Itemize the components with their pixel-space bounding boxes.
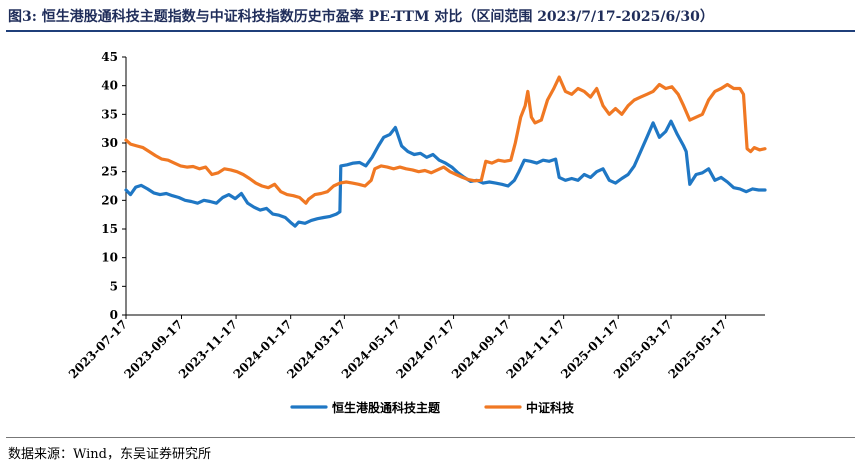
x-tick-label: 2025-05-17 [666,317,730,381]
source-rule [6,437,855,438]
figure-title: 图3: 恒生港股通科技主题指数与中证科技指数历史市盈率 PE-TTM 对比（区间… [8,9,714,25]
y-tick-label: 15 [101,222,118,236]
title-rule [6,30,855,32]
series-line-2 [124,75,767,205]
y-tick-label: 40 [101,79,118,93]
y-tick-label: 20 [101,193,118,207]
series-layer [124,75,767,228]
y-tick-label: 35 [101,107,118,121]
data-source-note: 数据来源：Wind，东吴证券研究所 [8,447,211,462]
legend-label: 恒生港股通科技主题 [332,400,441,415]
series-line-1 [124,119,767,228]
y-tick-label: 5 [110,279,118,293]
y-tick-label: 25 [101,165,118,179]
legend: 恒生港股通科技主题 中证科技 [290,400,575,415]
y-tick-label: 10 [101,251,118,265]
y-tick-label: 45 [101,50,118,64]
y-tick-label: 0 [110,308,118,322]
chart-axes: 0510152025303540452023-07-172023-09-1720… [66,50,765,381]
legend-label: 中证科技 [526,400,575,415]
y-tick-label: 30 [101,136,118,150]
